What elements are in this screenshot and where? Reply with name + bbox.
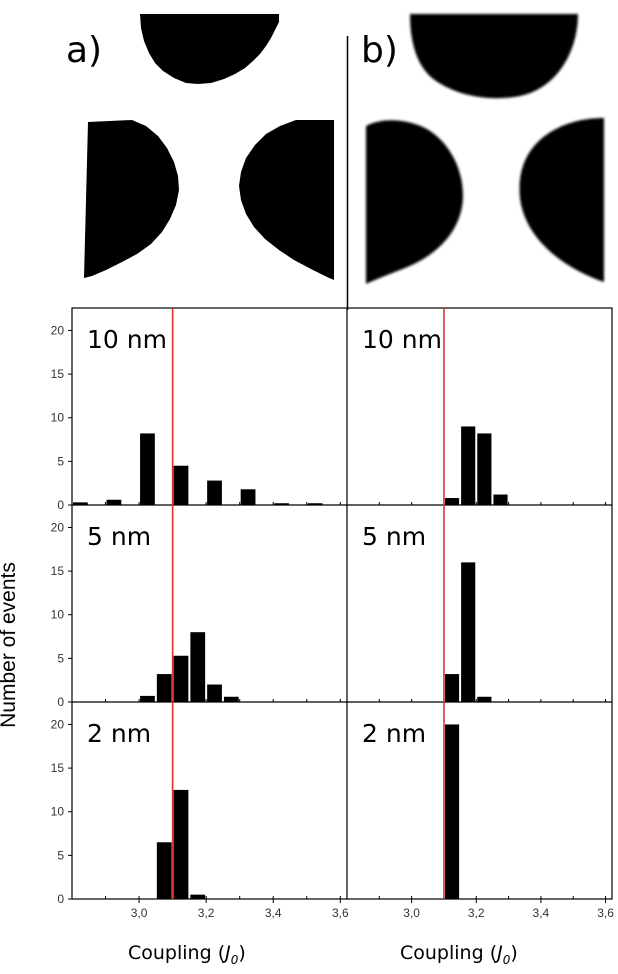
histogram-bar bbox=[173, 655, 189, 702]
x-axis-label-a-text: Coupling ( bbox=[128, 942, 226, 964]
histogram-bar bbox=[307, 503, 323, 505]
x-tick-label: 3,2 bbox=[198, 906, 215, 920]
histogram-bar bbox=[240, 489, 256, 505]
histogram-b-5nm: 5 nm bbox=[362, 505, 607, 702]
size-label: 5 nm bbox=[87, 522, 151, 551]
x-tick-label: 3,4 bbox=[533, 906, 550, 920]
panel-a-right-shape bbox=[239, 120, 334, 280]
panel-a-left-shape bbox=[84, 120, 179, 278]
histogram-bar bbox=[207, 480, 222, 505]
chart-frame bbox=[71, 307, 613, 900]
panel-label-a: a) bbox=[66, 30, 103, 71]
y-tick-label: 15 bbox=[51, 367, 65, 381]
histogram-bar bbox=[207, 684, 222, 702]
histogram-bar bbox=[444, 724, 460, 899]
y-tick-label: 10 bbox=[51, 608, 65, 622]
y-tick-label: 20 bbox=[51, 323, 65, 337]
y-axis-label: Number of events bbox=[0, 562, 20, 728]
size-label: 5 nm bbox=[362, 522, 426, 551]
histogram-b-10nm: 10 nm bbox=[362, 308, 607, 505]
y-tick-label: 15 bbox=[51, 564, 65, 578]
panel-b-right-shape bbox=[519, 118, 604, 282]
x-axis-label-a-close: ) bbox=[238, 942, 246, 964]
histogram-bar bbox=[173, 465, 189, 505]
x-axis-label-a-subscript: 0 bbox=[230, 952, 239, 967]
histogram-bar bbox=[493, 494, 508, 505]
x-tick-label: 3,6 bbox=[597, 906, 614, 920]
panel-b-shapes bbox=[366, 14, 604, 284]
y-tick-label: 0 bbox=[57, 892, 64, 906]
x-tick-label: 3,0 bbox=[131, 906, 148, 920]
size-label: 10 nm bbox=[87, 325, 167, 354]
y-tick-label: 5 bbox=[57, 651, 64, 665]
histogram-a-10nm: 0 5 10 15 20 10 nm bbox=[51, 308, 341, 512]
x-tick-label: 3,2 bbox=[468, 906, 485, 920]
y-tick-label: 10 bbox=[51, 411, 65, 425]
size-label: 10 nm bbox=[362, 325, 442, 354]
histogram-bar bbox=[223, 696, 239, 702]
histogram-bar bbox=[106, 499, 122, 505]
x-axis-label-b-close: ) bbox=[510, 942, 518, 964]
histogram-bar bbox=[461, 562, 476, 702]
histogram-bar bbox=[73, 502, 88, 505]
x-axis-label-b-subscript: 0 bbox=[502, 952, 511, 967]
histogram-a-2nm: 0 5 10 15 20 3,0 3,2 3,4 3,6 2 nm bbox=[51, 702, 349, 920]
panel-b-top-dome bbox=[410, 14, 578, 99]
histogram-bar bbox=[140, 695, 155, 702]
y-tick-label: 15 bbox=[51, 761, 65, 775]
histogram-bar bbox=[477, 433, 492, 505]
histogram-bar bbox=[477, 696, 492, 702]
x-axis-label-a-symbol: J bbox=[225, 942, 231, 964]
y-tick-label: 10 bbox=[51, 805, 65, 819]
x-tick-label: 3,0 bbox=[403, 906, 420, 920]
panel-a-top-dome bbox=[140, 14, 279, 84]
y-tick-label: 0 bbox=[57, 498, 64, 512]
histogram-bar bbox=[444, 674, 460, 702]
size-label: 2 nm bbox=[362, 719, 426, 748]
x-tick-label: 3,4 bbox=[265, 906, 282, 920]
x-axis-label-b-symbol: J bbox=[497, 942, 503, 964]
histogram-bar bbox=[444, 498, 460, 505]
histogram-bar bbox=[190, 894, 206, 899]
histogram-bar bbox=[274, 503, 289, 505]
histogram-bar bbox=[461, 426, 476, 505]
histogram-bar bbox=[190, 632, 206, 702]
x-axis-label-b-text: Coupling ( bbox=[400, 942, 498, 964]
x-axis-label-a: Coupling (J0) bbox=[128, 942, 246, 967]
histogram-a-5nm: 0 5 10 15 20 5 nm bbox=[51, 505, 341, 709]
x-tick-label: 3,6 bbox=[332, 906, 349, 920]
panel-b-left-shape bbox=[366, 120, 463, 284]
panel-label-b: b) bbox=[361, 30, 398, 71]
histogram-bar bbox=[156, 674, 172, 702]
y-tick-label: 20 bbox=[51, 717, 65, 731]
histogram-bar bbox=[173, 789, 189, 899]
y-tick-label: 5 bbox=[57, 454, 64, 468]
histogram-b-2nm: 3,0 3,2 3,4 3,6 2 nm bbox=[362, 702, 614, 920]
y-tick-label: 0 bbox=[57, 695, 64, 709]
panel-a-shapes bbox=[84, 14, 334, 280]
y-tick-label: 20 bbox=[51, 520, 65, 534]
histogram-bar bbox=[156, 842, 172, 899]
dot-shape-illustrations bbox=[84, 14, 604, 310]
size-label: 2 nm bbox=[87, 719, 151, 748]
histogram-bar bbox=[140, 433, 155, 505]
y-tick-label: 5 bbox=[57, 848, 64, 862]
x-axis-label-b: Coupling (J0) bbox=[400, 942, 518, 967]
